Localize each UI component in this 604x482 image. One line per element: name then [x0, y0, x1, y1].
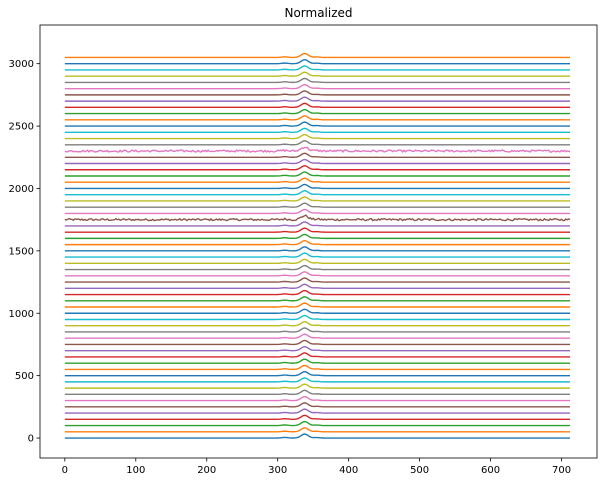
series-line-6 [64, 395, 571, 402]
series-line-38 [64, 196, 571, 202]
series-line-0 [64, 433, 571, 439]
series-layer [64, 52, 571, 439]
series-line-49 [64, 127, 571, 134]
series-line-50 [64, 121, 571, 127]
x-tick-label: 500 [410, 465, 429, 476]
x-tick-label: 100 [126, 465, 145, 476]
series-line-58 [64, 71, 571, 77]
series-line-35 [64, 214, 571, 222]
series-line-46 [64, 146, 571, 153]
x-axis: 0 100 200 300 400 500 600 700 [62, 458, 571, 476]
series-line-40 [64, 183, 571, 190]
series-line-3 [64, 414, 571, 421]
series-line-14 [64, 345, 571, 352]
series-line-19 [64, 314, 571, 321]
series-line-25 [64, 277, 571, 283]
x-tick-label: 200 [197, 465, 216, 476]
series-line-17 [64, 327, 571, 333]
series-line-37 [64, 202, 571, 208]
series-line-7 [64, 389, 571, 396]
series-line-5 [64, 402, 571, 408]
series-line-26 [64, 271, 571, 277]
series-line-30 [64, 246, 571, 252]
series-line-42 [64, 171, 571, 177]
series-line-45 [64, 152, 571, 158]
series-line-31 [64, 239, 571, 246]
series-line-39 [64, 190, 571, 196]
series-line-12 [64, 358, 571, 364]
series-line-10 [64, 370, 571, 377]
series-line-61 [64, 52, 571, 59]
y-tick-label: 3000 [9, 59, 34, 70]
x-tick-label: 0 [62, 465, 68, 476]
series-line-47 [64, 140, 571, 146]
y-tick-label: 2500 [9, 122, 34, 133]
y-tick-label: 0 [28, 434, 34, 445]
series-line-1 [64, 427, 571, 433]
y-tick-label: 1000 [9, 309, 34, 320]
series-line-43 [64, 165, 571, 171]
y-tick-label: 1500 [9, 246, 34, 257]
y-axis: 0 500 1000 1500 2000 2500 3000 [9, 59, 40, 445]
y-tick-label: 500 [15, 371, 34, 382]
series-line-22 [64, 296, 571, 302]
series-line-29 [64, 252, 571, 258]
series-line-59 [64, 65, 571, 71]
series-line-54 [64, 96, 571, 102]
series-line-9 [64, 377, 571, 383]
series-line-23 [64, 289, 571, 296]
series-line-13 [64, 352, 571, 358]
series-line-56 [64, 83, 571, 90]
series-line-28 [64, 258, 571, 265]
x-tick-label: 300 [268, 465, 287, 476]
series-line-8 [64, 383, 571, 389]
series-line-48 [64, 133, 571, 140]
series-line-4 [64, 408, 571, 414]
series-line-24 [64, 283, 571, 289]
series-line-27 [64, 264, 571, 271]
series-line-41 [64, 177, 571, 183]
chart-title: Normalized [284, 6, 352, 20]
series-line-51 [64, 115, 571, 121]
x-tick-label: 400 [339, 465, 358, 476]
series-line-15 [64, 339, 571, 346]
series-line-32 [64, 233, 571, 240]
series-line-11 [64, 364, 571, 371]
series-line-53 [64, 102, 571, 109]
series-line-36 [64, 208, 571, 215]
series-line-2 [64, 420, 571, 427]
series-line-52 [64, 108, 571, 115]
series-line-21 [64, 302, 571, 308]
series-line-18 [64, 321, 571, 327]
series-line-34 [64, 221, 571, 227]
y-tick-label: 2000 [9, 184, 34, 195]
x-tick-label: 700 [552, 465, 571, 476]
series-line-16 [64, 333, 571, 339]
series-line-57 [64, 77, 571, 84]
series-line-20 [64, 308, 571, 314]
plot-frame [39, 24, 598, 459]
series-line-33 [64, 227, 571, 233]
series-line-44 [64, 158, 571, 165]
series-line-55 [64, 90, 571, 96]
x-tick-label: 600 [481, 465, 500, 476]
series-line-60 [64, 58, 571, 65]
